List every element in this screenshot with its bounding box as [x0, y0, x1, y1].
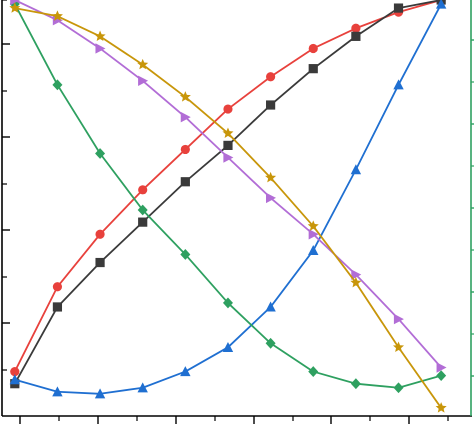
data-point-triangle-right	[266, 192, 277, 204]
series-layer	[9, 0, 447, 413]
series-line	[14, 3, 442, 395]
data-point-triangle-up	[393, 79, 404, 90]
data-point-triangle-up	[435, 0, 447, 9]
data-point-circle	[223, 104, 233, 114]
data-point-triangle-right	[95, 43, 106, 54]
data-point-circle	[52, 282, 63, 292]
data-point-star	[350, 276, 362, 288]
data-point-triangle-up	[94, 388, 106, 399]
data-point-diamond	[350, 378, 361, 390]
data-point-square	[266, 100, 276, 110]
data-point-circle	[138, 185, 148, 195]
data-point-triangle-up	[137, 382, 148, 393]
left-y-axis-ticks	[2, 0, 10, 371]
data-point-square	[52, 302, 63, 312]
data-point-star	[265, 171, 277, 183]
data-point-triangle-right	[180, 111, 191, 123]
data-point-triangle-right	[308, 229, 319, 240]
data-point-square	[138, 217, 148, 227]
data-point-circle	[266, 72, 276, 82]
data-point-diamond	[393, 382, 404, 394]
series-triangle-up	[9, 0, 447, 399]
data-point-triangle-right	[138, 75, 149, 86]
data-point-triangle-right	[351, 269, 362, 280]
data-point-circle	[10, 366, 20, 377]
data-point-triangle-up	[9, 374, 20, 385]
series-line	[14, 0, 442, 385]
data-point-diamond	[95, 148, 106, 159]
data-point-triangle-up	[222, 341, 234, 352]
data-point-triangle-up	[52, 386, 63, 397]
data-point-star	[307, 220, 319, 231]
data-point-diamond	[436, 370, 447, 382]
data-point-triangle-right	[10, 0, 21, 6]
data-point-star	[94, 30, 106, 42]
series-triangle-right	[10, 0, 447, 373]
data-point-star	[222, 127, 234, 138]
data-point-star	[393, 341, 405, 353]
data-point-diamond	[137, 204, 148, 216]
data-point-diamond	[52, 79, 63, 91]
data-point-square	[393, 3, 404, 13]
data-point-square	[308, 64, 318, 74]
series-line	[14, 0, 442, 369]
series-square	[10, 0, 446, 389]
data-point-triangle-right	[393, 313, 404, 325]
data-point-triangle-right	[436, 362, 447, 373]
data-point-star	[179, 91, 191, 102]
data-point-triangle-up	[180, 366, 191, 377]
series-diamond	[9, 0, 447, 394]
data-point-square	[95, 257, 105, 268]
data-point-square	[180, 177, 190, 187]
data-point-diamond	[222, 297, 233, 309]
data-point-star	[137, 58, 149, 70]
data-point-square	[351, 31, 361, 41]
data-point-star	[435, 402, 447, 413]
data-point-triangle-up	[265, 301, 276, 312]
data-point-diamond	[265, 337, 276, 349]
series-circle	[10, 0, 446, 377]
data-point-circle	[95, 229, 105, 239]
series-star	[9, 2, 447, 413]
data-point-diamond	[180, 249, 191, 260]
data-point-triangle-right	[223, 152, 234, 163]
data-point-circle	[308, 43, 318, 54]
x-axis-ticks	[19, 416, 449, 424]
data-point-triangle-up	[308, 245, 319, 256]
data-point-square	[223, 140, 233, 150]
series-line	[13, 3, 442, 389]
data-point-diamond	[308, 366, 319, 377]
data-point-circle	[180, 144, 190, 155]
data-point-star	[9, 2, 21, 13]
data-point-circle	[351, 23, 361, 33]
data-point-star	[51, 10, 63, 21]
data-point-triangle-up	[350, 164, 362, 175]
